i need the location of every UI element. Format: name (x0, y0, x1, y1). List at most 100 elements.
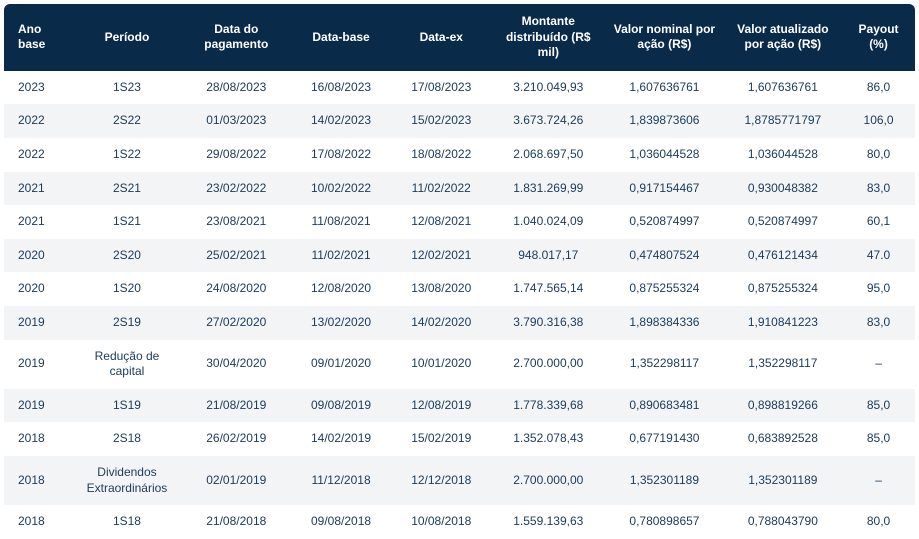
table-cell: 2.700.000,00 (491, 456, 605, 505)
table-cell: 01/03/2023 (182, 104, 291, 138)
table-cell: 2S22 (72, 104, 181, 138)
table-row: 20201S2024/08/202012/08/202013/08/20201.… (4, 272, 915, 306)
table-cell: 1,036044528 (605, 138, 723, 172)
table-cell: 10/08/2018 (391, 505, 491, 539)
table-row: 20191S1921/08/201909/08/201912/08/20191.… (4, 389, 915, 423)
table-cell: 12/02/2021 (391, 239, 491, 273)
table-cell: 1S23 (72, 71, 181, 105)
table-cell: 106,0 (842, 104, 915, 138)
table-cell: 1,352298117 (724, 340, 842, 389)
table-cell: 80,0 (842, 138, 915, 172)
table-cell: 1S20 (72, 272, 181, 306)
table-cell: 2022 (4, 138, 72, 172)
table-cell: 2S18 (72, 422, 181, 456)
table-cell: 17/08/2023 (391, 71, 491, 105)
table-cell: 2020 (4, 272, 72, 306)
table-cell: 2023 (4, 71, 72, 105)
table-cell: 02/01/2019 (182, 456, 291, 505)
table-cell: 85,0 (842, 422, 915, 456)
table-cell: 17/08/2022 (291, 138, 391, 172)
table-cell: 95,0 (842, 272, 915, 306)
table-cell: 1,898384336 (605, 306, 723, 340)
table-header: Ano base Período Data do pagamento Data-… (4, 4, 915, 71)
table-cell: 3.210.049,93 (491, 71, 605, 105)
table-cell: 0,780898657 (605, 505, 723, 539)
table-cell: 09/08/2019 (291, 389, 391, 423)
table-cell: 18/08/2022 (391, 138, 491, 172)
table-cell: 0,520874997 (605, 205, 723, 239)
table-row: 20202S2025/02/202111/02/202112/02/202194… (4, 239, 915, 273)
table-row: 20181S1821/08/201809/08/201810/08/20181.… (4, 505, 915, 539)
table-cell: – (842, 456, 915, 505)
table-cell: 1,352301189 (724, 456, 842, 505)
table-row: 20221S2229/08/202217/08/202218/08/20222.… (4, 138, 915, 172)
table-cell: 3.673.724,26 (491, 104, 605, 138)
table-cell: 1,036044528 (724, 138, 842, 172)
table-cell: 12/12/2018 (391, 456, 491, 505)
table-cell: 11/02/2022 (391, 172, 491, 206)
table-cell: 1.559.139,63 (491, 505, 605, 539)
table-row: 20192S1927/02/202013/02/202014/02/20203.… (4, 306, 915, 340)
table-cell: 11/02/2021 (291, 239, 391, 273)
table-cell: 1,607636761 (724, 71, 842, 105)
table-cell: 1,839873606 (605, 104, 723, 138)
table-cell: 0,788043790 (724, 505, 842, 539)
table-cell: 2.068.697,50 (491, 138, 605, 172)
table-cell: 2021 (4, 172, 72, 206)
table-cell: 2018 (4, 422, 72, 456)
table-cell: 83,0 (842, 306, 915, 340)
table-cell: 29/08/2022 (182, 138, 291, 172)
table-cell: 2.700.000,00 (491, 340, 605, 389)
table-cell: 85,0 (842, 389, 915, 423)
table-cell: 1S19 (72, 389, 181, 423)
table-cell: 0,930048382 (724, 172, 842, 206)
table-cell: 1,8785771797 (724, 104, 842, 138)
col-data-pagamento: Data do pagamento (182, 4, 291, 71)
table-cell: 10/01/2020 (391, 340, 491, 389)
table-cell: 2S21 (72, 172, 181, 206)
table-row: 20182S1826/02/201914/02/201915/02/20191.… (4, 422, 915, 456)
table-cell: 2S19 (72, 306, 181, 340)
table-row: 20231S2328/08/202316/08/202317/08/20233.… (4, 71, 915, 105)
table-cell: 0,917154467 (605, 172, 723, 206)
table-row: 20211S2123/08/202111/08/202112/08/20211.… (4, 205, 915, 239)
table-cell: 13/02/2020 (291, 306, 391, 340)
table-cell: 12/08/2021 (391, 205, 491, 239)
table-cell: 2S20 (72, 239, 181, 273)
table-cell: 0,683892528 (724, 422, 842, 456)
table-cell: 10/02/2022 (291, 172, 391, 206)
table-cell: Redução de capital (72, 340, 181, 389)
table-cell: 0,520874997 (724, 205, 842, 239)
table-cell: 23/08/2021 (182, 205, 291, 239)
table-cell: 1.040.024,09 (491, 205, 605, 239)
table-cell: 0,875255324 (724, 272, 842, 306)
table-cell: 60,1 (842, 205, 915, 239)
table-cell: 0,474807524 (605, 239, 723, 273)
col-valor-nominal: Valor nominal por ação (R$) (605, 4, 723, 71)
table-cell: 21/08/2019 (182, 389, 291, 423)
table-cell: 2019 (4, 306, 72, 340)
table-cell: 1.831.269,99 (491, 172, 605, 206)
table-cell: 1.747.565,14 (491, 272, 605, 306)
col-ano-base: Ano base (4, 4, 72, 71)
table-cell: 2018 (4, 456, 72, 505)
table-cell: 12/08/2019 (391, 389, 491, 423)
table-cell: 2019 (4, 389, 72, 423)
col-payout: Payout (%) (842, 4, 915, 71)
table-cell: 30/04/2020 (182, 340, 291, 389)
table-cell: 25/02/2021 (182, 239, 291, 273)
table-cell: 1.778.339,68 (491, 389, 605, 423)
table-row: 20222S2201/03/202314/02/202315/02/20233.… (4, 104, 915, 138)
table-cell: 86,0 (842, 71, 915, 105)
table-cell: 1S21 (72, 205, 181, 239)
table-cell: 27/02/2020 (182, 306, 291, 340)
table-cell: 0,677191430 (605, 422, 723, 456)
table-cell: 15/02/2023 (391, 104, 491, 138)
table-cell: 16/08/2023 (291, 71, 391, 105)
table-cell: 47.0 (842, 239, 915, 273)
table-cell: 1,352298117 (605, 340, 723, 389)
table-cell: 2018 (4, 505, 72, 539)
table-cell: 2021 (4, 205, 72, 239)
table-cell: 0,890683481 (605, 389, 723, 423)
table-body: 20231S2328/08/202316/08/202317/08/20233.… (4, 71, 915, 539)
